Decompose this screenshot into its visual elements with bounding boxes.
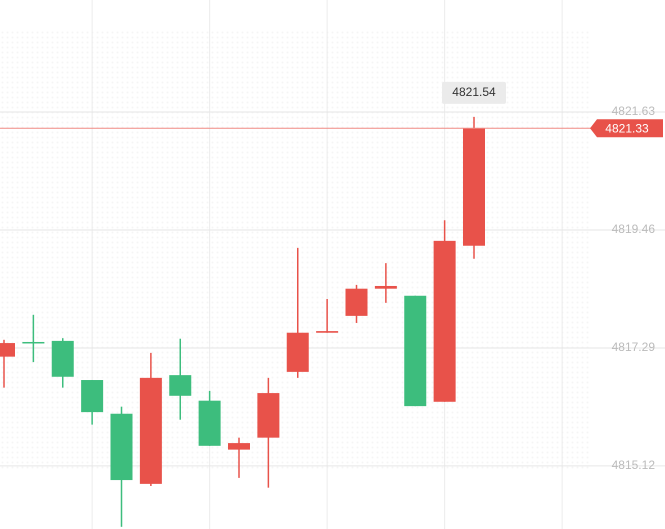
candle-body: [0, 343, 15, 357]
y-tick-label: 4817.29: [612, 340, 656, 354]
high-annotation: 4821.54: [452, 85, 496, 99]
candle-body: [374, 285, 397, 289]
candle-body: [286, 332, 309, 372]
candle-body: [51, 340, 74, 377]
candle-body: [22, 341, 45, 344]
candle-body: [257, 393, 280, 438]
y-tick-label: 4815.12: [612, 458, 656, 472]
candle-body: [81, 380, 104, 413]
candle-body: [345, 288, 368, 316]
candle-body: [110, 413, 133, 481]
candle-body: [139, 377, 162, 484]
last-price-label: 4821.33: [605, 121, 649, 135]
y-tick-label: 4819.46: [612, 222, 656, 236]
y-tick-label: 4821.63: [612, 104, 656, 118]
candle-body: [463, 128, 485, 246]
candle-body: [169, 375, 192, 396]
candle-body: [198, 400, 221, 446]
candle-body: [433, 240, 456, 402]
high-annotation-box: [442, 81, 506, 104]
candle-body: [404, 295, 427, 407]
last-price-tag: [590, 119, 663, 138]
candle-body: [316, 331, 339, 333]
candle-body: [228, 443, 250, 450]
